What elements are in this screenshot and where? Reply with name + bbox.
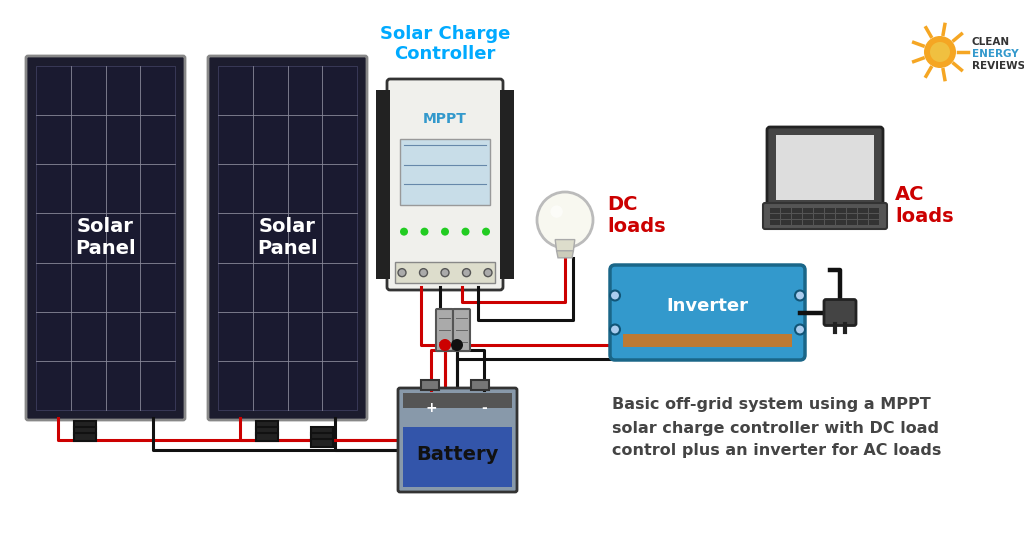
FancyBboxPatch shape <box>26 56 185 420</box>
Bar <box>310 433 333 441</box>
Bar <box>770 208 780 213</box>
Circle shape <box>398 269 406 277</box>
Bar <box>825 220 835 225</box>
FancyBboxPatch shape <box>436 309 453 351</box>
Bar <box>623 334 792 347</box>
Circle shape <box>795 324 805 334</box>
Text: Solar
Panel: Solar Panel <box>75 218 136 258</box>
Bar <box>403 393 512 408</box>
Circle shape <box>439 339 451 351</box>
Bar <box>218 66 357 410</box>
Bar <box>256 433 279 441</box>
Bar <box>75 427 96 435</box>
Bar <box>858 208 868 213</box>
FancyBboxPatch shape <box>763 203 887 229</box>
Bar <box>75 421 96 429</box>
Circle shape <box>610 291 620 301</box>
Text: Battery: Battery <box>417 445 499 465</box>
Circle shape <box>441 269 449 277</box>
FancyBboxPatch shape <box>824 300 856 325</box>
Circle shape <box>451 339 463 351</box>
FancyBboxPatch shape <box>387 79 503 290</box>
Circle shape <box>463 269 470 277</box>
Bar <box>869 208 879 213</box>
Bar <box>847 208 857 213</box>
Bar <box>847 214 857 219</box>
Text: +: + <box>425 401 437 415</box>
Circle shape <box>930 42 950 62</box>
Text: ENERGY: ENERGY <box>972 49 1019 59</box>
Bar <box>75 433 96 441</box>
Bar <box>500 90 514 279</box>
Text: Solar Charge
Controller: Solar Charge Controller <box>380 25 510 63</box>
Bar <box>403 427 512 487</box>
Bar <box>792 214 802 219</box>
FancyBboxPatch shape <box>453 309 470 351</box>
Bar <box>400 139 490 205</box>
Bar <box>814 208 824 213</box>
Polygon shape <box>555 240 574 251</box>
Bar <box>847 220 857 225</box>
Bar <box>776 135 874 200</box>
Bar <box>781 208 791 213</box>
Polygon shape <box>557 251 573 258</box>
Circle shape <box>551 205 563 218</box>
Text: REVIEWS: REVIEWS <box>972 61 1024 71</box>
Bar <box>858 220 868 225</box>
Text: AC
loads: AC loads <box>895 184 953 226</box>
Bar <box>310 427 333 435</box>
Circle shape <box>924 36 956 68</box>
Bar <box>836 220 846 225</box>
Bar <box>803 208 813 213</box>
Text: DC
loads: DC loads <box>607 195 666 235</box>
Text: solar charge controller with DC load: solar charge controller with DC load <box>612 421 939 435</box>
Text: -: - <box>481 401 486 415</box>
Bar <box>869 214 879 219</box>
Text: Inverter: Inverter <box>667 297 749 315</box>
Bar <box>781 220 791 225</box>
Bar <box>781 214 791 219</box>
Circle shape <box>420 269 427 277</box>
Bar <box>421 380 438 390</box>
Text: CLEAN: CLEAN <box>972 37 1010 47</box>
Bar <box>803 214 813 219</box>
FancyBboxPatch shape <box>610 265 805 360</box>
Circle shape <box>537 192 593 248</box>
Bar <box>376 90 390 279</box>
Circle shape <box>482 228 490 236</box>
Bar <box>792 208 802 213</box>
Circle shape <box>441 228 449 236</box>
Bar <box>395 263 495 283</box>
Bar <box>836 208 846 213</box>
Bar <box>803 220 813 225</box>
Text: control plus an inverter for AC loads: control plus an inverter for AC loads <box>612 443 941 458</box>
Bar <box>770 214 780 219</box>
Bar <box>858 214 868 219</box>
Circle shape <box>610 324 620 334</box>
FancyBboxPatch shape <box>398 388 517 492</box>
FancyBboxPatch shape <box>208 56 367 420</box>
Bar <box>836 214 846 219</box>
Bar <box>814 214 824 219</box>
Bar <box>770 220 780 225</box>
Circle shape <box>462 228 469 236</box>
Text: MPPT: MPPT <box>423 112 467 126</box>
Text: Basic off-grid system using a MPPT: Basic off-grid system using a MPPT <box>612 398 931 413</box>
Bar <box>256 421 279 429</box>
Bar <box>36 66 175 410</box>
Circle shape <box>795 291 805 301</box>
Text: Solar
Panel: Solar Panel <box>257 218 317 258</box>
Bar <box>814 220 824 225</box>
Circle shape <box>421 228 428 236</box>
Bar <box>825 208 835 213</box>
FancyBboxPatch shape <box>767 127 883 208</box>
Bar <box>256 427 279 435</box>
Bar <box>471 380 489 390</box>
Bar <box>310 439 333 447</box>
Bar <box>825 214 835 219</box>
Bar <box>792 220 802 225</box>
Bar <box>869 220 879 225</box>
Circle shape <box>484 269 492 277</box>
Circle shape <box>400 228 408 236</box>
